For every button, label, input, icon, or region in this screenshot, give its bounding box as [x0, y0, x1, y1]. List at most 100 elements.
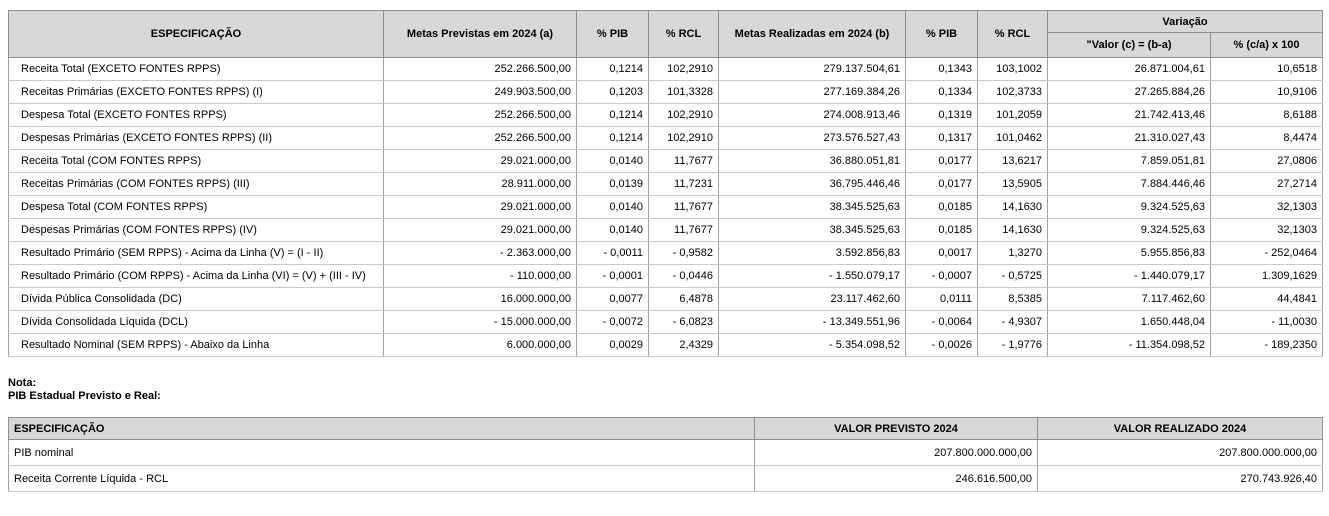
value-cell: 1.309,1629: [1209, 264, 1324, 288]
value-cell: - 15.000.000,00: [383, 310, 577, 334]
value-cell: 6,4878: [648, 287, 719, 311]
value-cell: 9.324.525,63: [1047, 195, 1211, 219]
value-cell: 6.000.000,00: [383, 333, 577, 357]
value-cell: 252.266.500,00: [383, 126, 577, 150]
spec-cell: Receita Total (COM FONTES RPPS): [8, 149, 384, 173]
table-row: Resultado Primário (SEM RPPS) - Acima da…: [8, 241, 1324, 265]
value-cell: 44,4841: [1209, 287, 1324, 311]
col-header-pib-realizado: % PIB: [905, 10, 978, 58]
value-cell: 101,2059: [977, 103, 1048, 127]
value-cell: 0,0177: [905, 149, 978, 173]
pib-col-header-realizado: VALOR REALIZADO 2024: [1037, 417, 1323, 440]
table-row: Receita Total (EXCETO FONTES RPPS) 252.26…: [8, 57, 1324, 81]
value-cell: 36.880.051,81: [718, 149, 906, 173]
spec-cell: Despesa Total (COM FONTES RPPS): [8, 195, 384, 219]
spec-cell: Dívida Pública Consolidada (DC): [8, 287, 384, 311]
value-cell: 38.345.525,63: [718, 195, 906, 219]
value-cell: 0,0185: [905, 218, 978, 242]
value-cell: 0,1203: [576, 80, 649, 104]
value-cell: 252.266.500,00: [383, 57, 577, 81]
value-cell: 1,3270: [977, 241, 1048, 265]
col-header-pib-previsto: % PIB: [576, 10, 649, 58]
spec-cell: Dívida Consolidada Líquida (DCL): [8, 310, 384, 334]
value-cell: 207.800.000.000,00: [1037, 439, 1323, 466]
value-cell: 38.345.525,63: [718, 218, 906, 242]
table-row: Receitas Primárias (COM FONTES RPPS) (II…: [8, 172, 1324, 196]
value-cell: 249.903.500,00: [383, 80, 577, 104]
fiscal-targets-table-body: Receita Total (EXCETO FONTES RPPS) 252.26…: [8, 57, 1324, 357]
value-cell: 102,3733: [977, 80, 1048, 104]
value-cell: 0,1214: [576, 103, 649, 127]
value-cell: - 0,0007: [905, 264, 978, 288]
spec-cell: Despesa Total (EXCETO FONTES RPPS): [8, 103, 384, 127]
value-cell: 11,7231: [648, 172, 719, 196]
value-cell: 7.117.462,60: [1047, 287, 1211, 311]
value-cell: 0,0077: [576, 287, 649, 311]
value-cell: 8,5385: [977, 287, 1048, 311]
value-cell: 101,3328: [648, 80, 719, 104]
value-cell: 0,1214: [576, 126, 649, 150]
value-cell: 32,1303: [1209, 195, 1324, 219]
spec-cell: Resultado Primário (SEM RPPS) - Acima da…: [8, 241, 384, 265]
value-cell: 0,0177: [905, 172, 978, 196]
value-cell: 273.576.527,43: [718, 126, 906, 150]
fiscal-targets-table-header: ESPECIFICAÇÃO Metas Previstas em 2024 (a…: [8, 10, 1324, 58]
table-row: Dívida Pública Consolidada (DC) 16.000.00…: [8, 287, 1324, 311]
value-cell: 0,0139: [576, 172, 649, 196]
value-cell: - 0,0072: [576, 310, 649, 334]
value-cell: 1.650.448,04: [1047, 310, 1211, 334]
table-row: Resultado Nominal (SEM RPPS) - Abaixo da…: [8, 333, 1324, 357]
pib-table: ESPECIFICAÇÃO VALOR PREVISTO 2024 VALOR …: [8, 417, 1323, 492]
spec-cell: Receitas Primárias (EXCETO FONTES RPPS) …: [8, 80, 384, 104]
value-cell: 0,0029: [576, 333, 649, 357]
value-cell: - 4,9307: [977, 310, 1048, 334]
fiscal-report-page: ESPECIFICAÇÃO Metas Previstas em 2024 (a…: [8, 10, 1324, 492]
value-cell: - 1,9776: [977, 333, 1048, 357]
value-cell: 21.742.413,46: [1047, 103, 1211, 127]
col-header-variacao: Variação: [1046, 10, 1324, 33]
note-pib-line: PIB Estadual Previsto e Real:: [8, 390, 161, 402]
pib-col-header-especificacao: ESPECIFICAÇÃO: [8, 417, 755, 440]
value-cell: 5.955.856,83: [1047, 241, 1211, 265]
table-row: Dívida Consolidada Líquida (DCL) - 15.000…: [8, 310, 1324, 334]
table-row: Receitas Primárias (EXCETO FONTES RPPS) …: [8, 80, 1324, 104]
table-row: PIB nominal 207.800.000.000,00 207.800.000…: [8, 439, 1323, 466]
value-cell: 0,0140: [576, 218, 649, 242]
value-cell: 26.871.004,61: [1047, 57, 1211, 81]
value-cell: 11,7677: [648, 195, 719, 219]
spec-cell: Resultado Nominal (SEM RPPS) - Abaixo da…: [8, 333, 384, 357]
table-row: Despesas Primárias (COM FONTES RPPS) (IV…: [8, 218, 1324, 242]
note-label: Nota:: [8, 377, 37, 389]
value-cell: 28.911.000,00: [383, 172, 577, 196]
value-cell: 0,0140: [576, 149, 649, 173]
value-cell: 0,0140: [576, 195, 649, 219]
spec-cell: Receita Total (EXCETO FONTES RPPS): [8, 57, 384, 81]
value-cell: - 0,5725: [977, 264, 1048, 288]
value-cell: 0,0185: [905, 195, 978, 219]
fiscal-targets-table: ESPECIFICAÇÃO Metas Previstas em 2024 (a…: [8, 10, 1324, 357]
spec-cell: Despesas Primárias (EXCETO FONTES RPPS) …: [8, 126, 384, 150]
value-cell: - 0,0446: [648, 264, 719, 288]
value-cell: - 0,0064: [905, 310, 978, 334]
value-cell: 13,5905: [977, 172, 1048, 196]
value-cell: 29.021.000,00: [383, 218, 577, 242]
value-cell: - 0,0026: [905, 333, 978, 357]
value-cell: - 0,0001: [576, 264, 649, 288]
value-cell: 279.137.504,61: [718, 57, 906, 81]
value-cell: 2,4329: [648, 333, 719, 357]
value-cell: 207.800.000.000,00: [754, 439, 1038, 466]
value-cell: - 110.000,00: [383, 264, 577, 288]
pib-table-body: PIB nominal 207.800.000.000,00 207.800.000…: [8, 439, 1323, 492]
value-cell: 277.169.384,26: [718, 80, 906, 104]
value-cell: 36.795.446,46: [718, 172, 906, 196]
value-cell: 8,6188: [1209, 103, 1324, 127]
value-cell: 270.743.926,40: [1037, 465, 1323, 492]
value-cell: 10,6518: [1209, 57, 1324, 81]
spec-cell: Receita Corrente Líquida - RCL: [8, 465, 755, 492]
value-cell: 0,1214: [576, 57, 649, 81]
value-cell: 16.000.000,00: [383, 287, 577, 311]
value-cell: 252.266.500,00: [383, 103, 577, 127]
value-cell: 7.884.446,46: [1047, 172, 1211, 196]
value-cell: 102,2910: [648, 126, 719, 150]
value-cell: - 2.363.000,00: [383, 241, 577, 265]
